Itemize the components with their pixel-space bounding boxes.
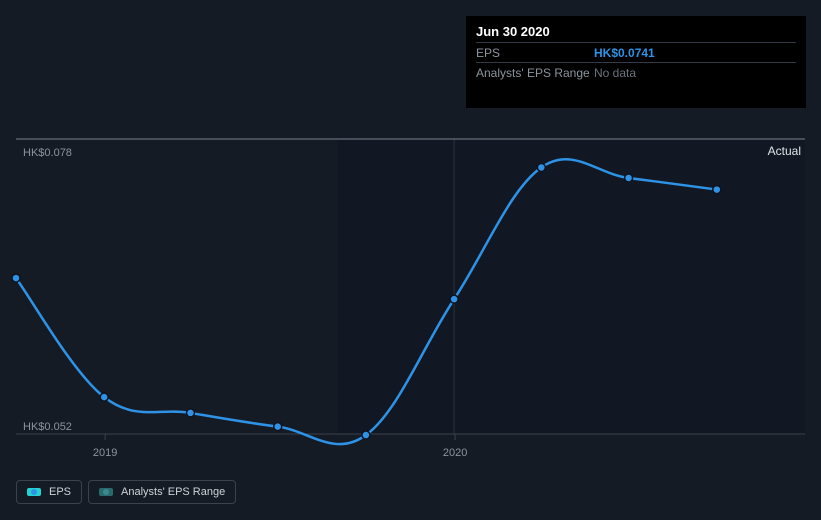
tooltip-label: EPS (476, 46, 594, 60)
y-axis-label: HK$0.078 (23, 147, 72, 159)
tooltip-label: Analysts' EPS Range (476, 66, 594, 80)
tooltip-row: EPS HK$0.0741 (476, 42, 796, 62)
tooltip-value-eps: HK$0.0741 (594, 46, 655, 60)
legend-dot-icon (103, 489, 109, 495)
x-axis-label: 2019 (93, 447, 117, 459)
tooltip-value-range: No data (594, 66, 636, 80)
legend-swatch-icon (99, 488, 113, 496)
legend-label: Analysts' EPS Range (121, 486, 225, 498)
x-axis-label: 2020 (443, 447, 467, 459)
legend-dot-icon (31, 489, 37, 495)
legend-swatch-icon (27, 488, 41, 496)
chart-tooltip: Jun 30 2020 EPS HK$0.0741 Analysts' EPS … (466, 16, 806, 108)
legend-label: EPS (49, 486, 71, 498)
chart-legend: EPS Analysts' EPS Range (16, 480, 236, 504)
y-axis-label: HK$0.052 (23, 421, 72, 433)
actual-region-label: Actual (768, 144, 801, 158)
legend-item-range[interactable]: Analysts' EPS Range (88, 480, 236, 504)
legend-item-eps[interactable]: EPS (16, 480, 82, 504)
tooltip-row: Analysts' EPS Range No data (476, 62, 796, 82)
tooltip-date: Jun 30 2020 (476, 24, 796, 42)
